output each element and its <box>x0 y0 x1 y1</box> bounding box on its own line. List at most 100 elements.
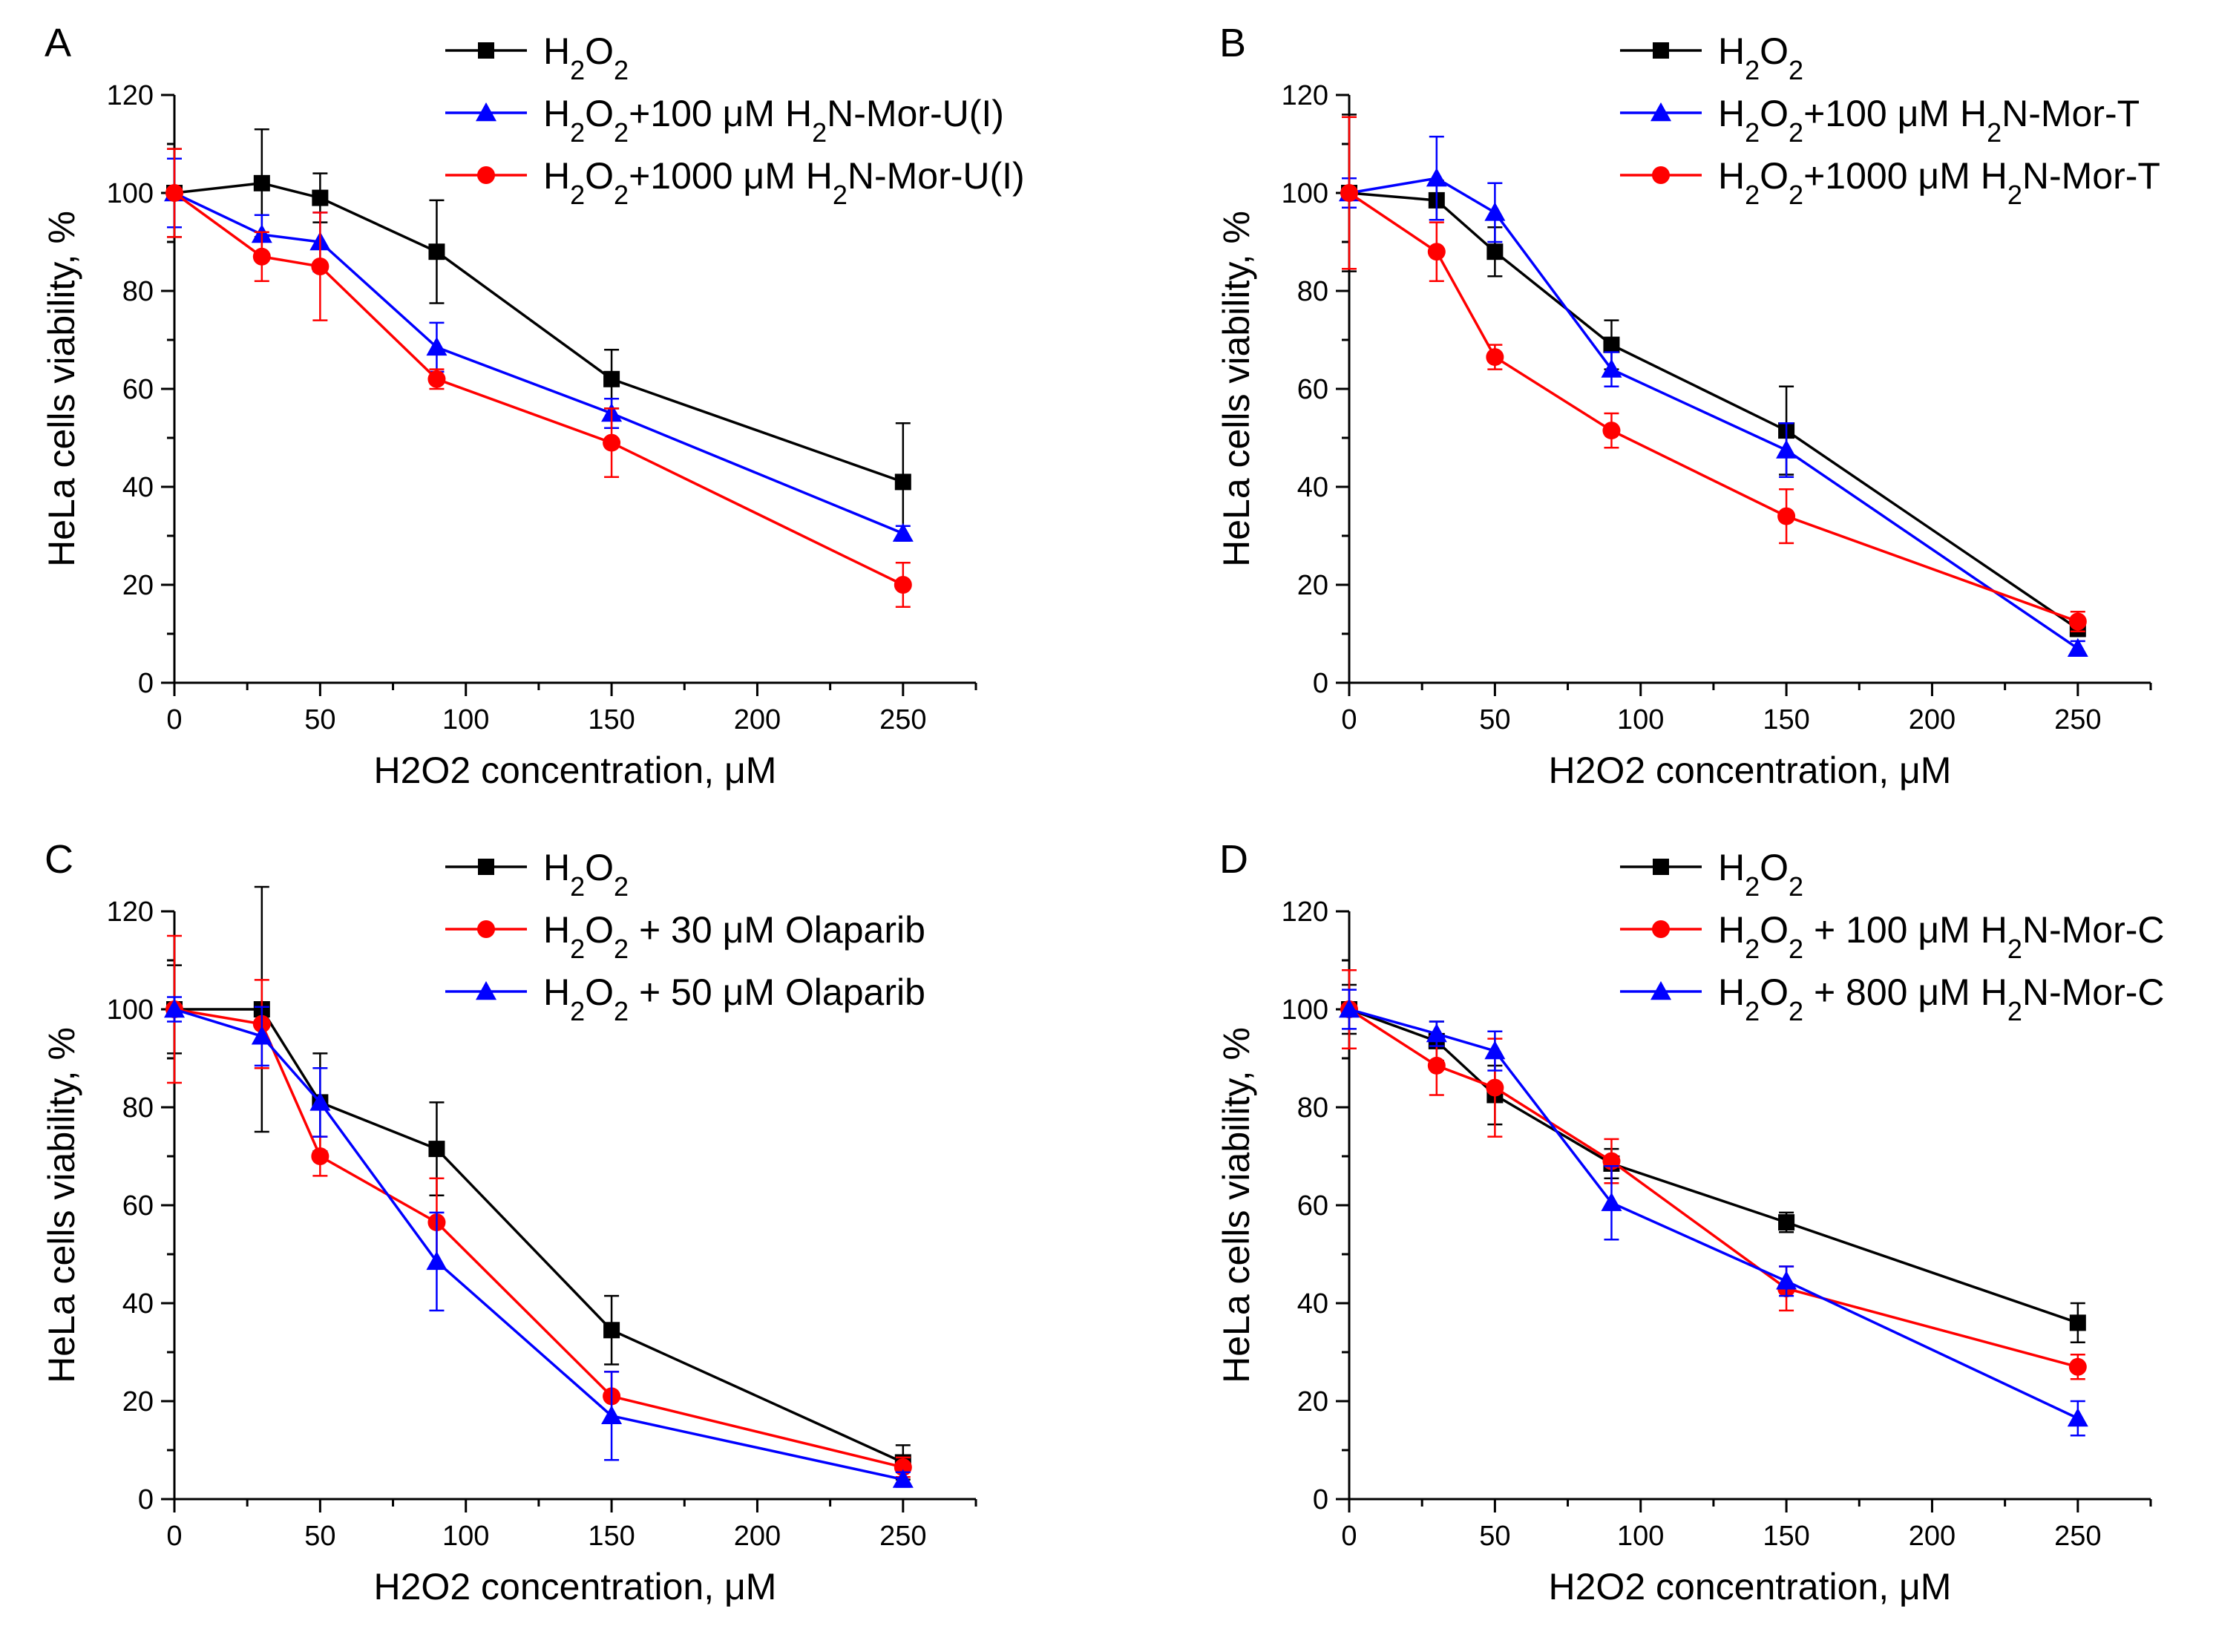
x-tick-label: 200 <box>734 704 781 735</box>
legend-label: H2O2 + 30 μM Olaparib <box>543 909 925 964</box>
legend-label-run: 2 <box>1745 55 1760 85</box>
x-tick-label: 50 <box>1479 1521 1510 1552</box>
legend-label-run: 2 <box>833 180 848 210</box>
legend-label: H2O2 + 100 μM H2N-Mor-C <box>1718 909 2165 964</box>
data-point <box>252 247 271 266</box>
y-tick-label: 60 <box>122 1190 154 1222</box>
legend-label-run: 2 <box>614 996 629 1026</box>
legend-item: H2O2 <box>445 30 629 85</box>
legend-label-run: N-Mor-U(I) <box>848 155 1025 197</box>
legend-label-run: O <box>1760 971 1789 1013</box>
data-point <box>1601 358 1622 378</box>
series-2 <box>165 934 912 1478</box>
legend-item: H2O2 + 50 μM Olaparib <box>445 971 925 1026</box>
legend-item: H2O2 + 800 μM H2N-Mor-C <box>1620 971 2165 1026</box>
y-tick-label: 20 <box>1297 570 1328 601</box>
y-tick-label: 120 <box>1282 80 1328 111</box>
legend-label-run: H <box>543 155 570 197</box>
series-line <box>1348 191 2079 630</box>
legend-label-run: 2 <box>1789 996 1803 1026</box>
x-tick-label: 150 <box>1763 1521 1809 1552</box>
x-tick-label: 0 <box>166 704 182 735</box>
y-tick-label: 100 <box>1282 994 1328 1026</box>
series-line <box>174 1008 904 1469</box>
y-tick-label: 0 <box>1313 668 1328 699</box>
legend-label-run: H <box>1718 847 1745 888</box>
legend-item: H2O2 <box>1620 847 1803 902</box>
legend-label-run: N-Mor-C <box>2022 909 2165 951</box>
data-point <box>428 1141 445 1158</box>
legend-label: H2O2+1000 μM H2N-Mor-U(I) <box>543 155 1025 210</box>
data-point <box>311 1147 330 1165</box>
data-point <box>1603 336 1620 353</box>
legend-item: H2O2+1000 μM H2N-Mor-U(I) <box>445 155 1025 210</box>
legend-label-run: 2 <box>570 117 585 148</box>
legend-marker <box>1652 166 1670 184</box>
chart-panel-a: A 0 20 40 60 80 100 120 0 50 100 150 200 250 H2O2 conc… <box>41 21 1025 791</box>
legend-label-run: 2 <box>1745 180 1760 210</box>
series-line <box>173 191 904 586</box>
legend-label-run: H <box>543 909 570 951</box>
legend-label-run: 2 <box>614 117 629 148</box>
series-line <box>174 1008 904 1464</box>
legend-label-run: 2 <box>570 180 585 210</box>
legend-label-run: O <box>1760 847 1789 888</box>
data-point <box>1427 1056 1446 1075</box>
x-tick-label: 250 <box>2054 704 2101 735</box>
data-point <box>1484 202 1506 221</box>
series-3 <box>1340 116 2087 632</box>
data-point <box>1776 439 1797 459</box>
panel-letter: A <box>45 21 71 65</box>
y-tick-label: 120 <box>1282 897 1328 928</box>
y-tick-label: 80 <box>122 1092 154 1124</box>
x-tick-label: 150 <box>1763 704 1809 735</box>
data-point <box>427 370 446 388</box>
legend-label-run: 2 <box>1789 117 1803 148</box>
y-axis-label: HeLa cells viability, % <box>41 1027 82 1383</box>
legend-label: H2O2 <box>543 30 629 85</box>
panel-letter: C <box>45 837 73 882</box>
x-tick-label: 0 <box>166 1521 182 1552</box>
legend-marker <box>478 42 494 59</box>
data-point <box>165 184 183 202</box>
series-line <box>174 182 904 484</box>
y-tick-label: 100 <box>107 994 154 1026</box>
y-tick-label: 60 <box>1297 374 1328 405</box>
legend-label-run: 2 <box>570 934 585 964</box>
legend-label-run: H <box>543 971 570 1013</box>
series-2 <box>164 157 914 542</box>
series-line <box>1348 191 2079 623</box>
data-point <box>2068 1357 2087 1376</box>
data-point <box>1778 1214 1795 1231</box>
legend-marker <box>476 102 496 122</box>
legend-label-run: 2 <box>2007 934 2022 964</box>
legend-label-run: 2 <box>570 996 585 1026</box>
data-point <box>309 1092 331 1111</box>
legend-label-run: +1000 μM H <box>1803 155 2007 197</box>
legend-label: H2O2 <box>1718 847 1803 902</box>
legend-label-run: H <box>1718 30 1745 72</box>
data-point <box>312 189 329 206</box>
x-tick-label: 200 <box>734 1521 781 1552</box>
legend-item: H2O2 <box>1620 30 1803 85</box>
legend-marker <box>1652 920 1670 938</box>
series-line <box>1348 177 2079 650</box>
data-point <box>603 1322 620 1339</box>
series-2 <box>1340 968 2087 1380</box>
legend-item: H2O2 <box>445 847 629 902</box>
y-tick-label: 100 <box>107 178 154 209</box>
series-line <box>1348 1008 2079 1420</box>
legend-marker <box>1653 42 1669 59</box>
x-tick-label: 50 <box>304 704 335 735</box>
legend-label-run: 2 <box>570 55 585 85</box>
x-tick-label: 100 <box>1617 1521 1664 1552</box>
data-point <box>1486 1078 1504 1097</box>
series-3 <box>165 148 912 608</box>
series-line <box>1348 1008 2079 1325</box>
legend-label-run: H <box>1718 909 1745 951</box>
y-tick-label: 0 <box>1313 1484 1328 1515</box>
series-line <box>174 1008 904 1481</box>
x-tick-label: 200 <box>1909 1521 1956 1552</box>
legend-label-run: O <box>1760 30 1789 72</box>
